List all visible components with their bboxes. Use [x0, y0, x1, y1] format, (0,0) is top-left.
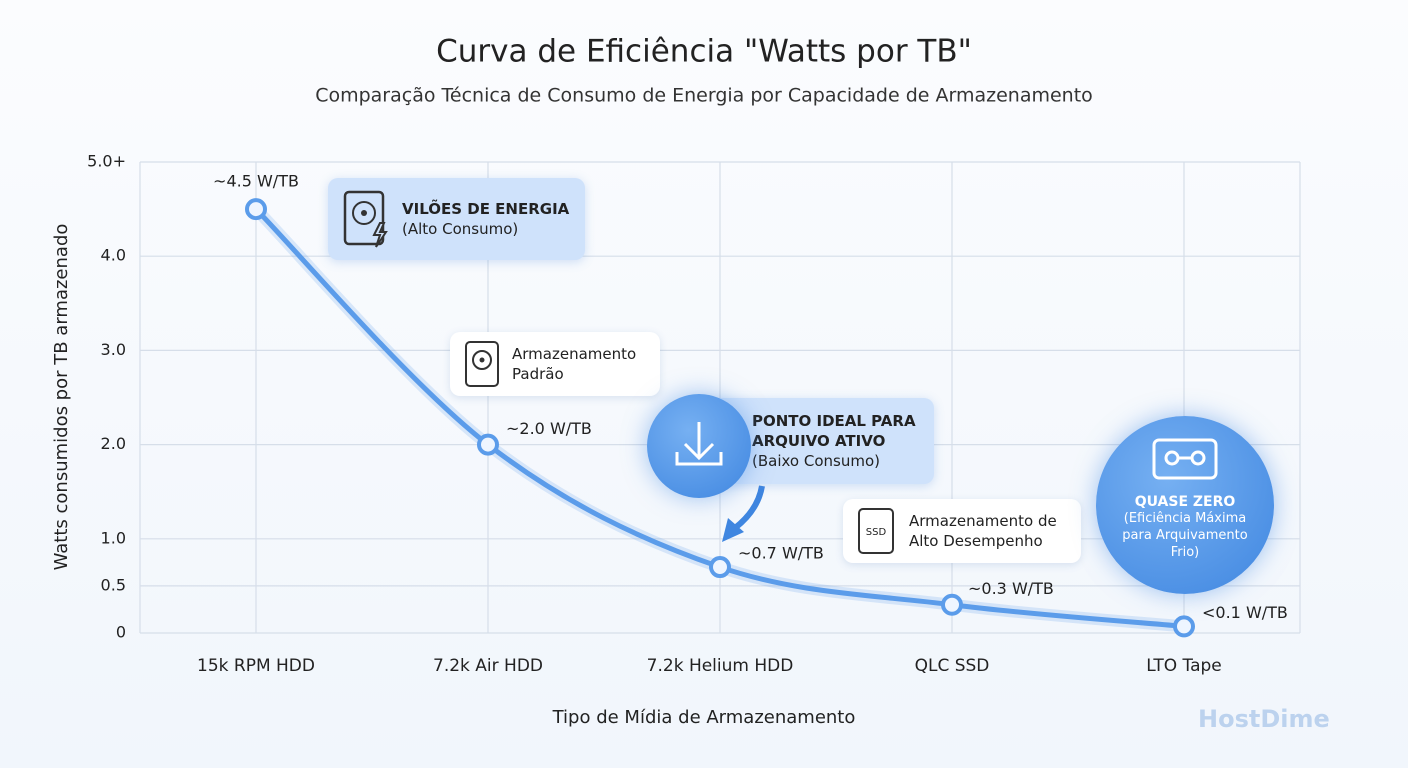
callout-text: Armazenamento de Alto Desempenho: [909, 511, 1057, 551]
callout-line: Armazenamento de: [909, 512, 1057, 530]
callout-title: ARQUIVO ATIVO: [752, 432, 886, 450]
point: [245, 198, 267, 221]
point: [1173, 615, 1195, 638]
chart-subtitle: Comparação Técnica de Consumo de Energia…: [315, 85, 1093, 107]
callout-sub: (Alto Consumo): [402, 220, 519, 238]
x-tick-label: 7.2k Air HDD: [433, 656, 543, 676]
value-label: ~4.5 W/TB: [213, 172, 299, 191]
x-tick-label: 7.2k Helium HDD: [647, 656, 794, 676]
callout-title: PONTO IDEAL PARA: [752, 412, 916, 430]
y-tick-label: 3.0: [101, 340, 126, 359]
y-tick-label: 1.0: [101, 528, 126, 547]
point: [477, 433, 499, 456]
callout-text: VILÕES DE ENERGIA (Alto Consumo): [402, 199, 569, 239]
value-label: ~0.7 W/TB: [738, 544, 824, 563]
arrow: [733, 485, 765, 531]
callout-text: PONTO IDEAL PARA ARQUIVO ATIVO (Baixo Cons…: [752, 411, 916, 471]
point: [941, 593, 963, 616]
callout-line: Padrão: [512, 365, 564, 383]
x-axis-label: Tipo de Mídia de Armazenamento: [552, 707, 856, 728]
callout-text: (Eficiência Máxima para Arquivamento Frio): [1096, 510, 1274, 561]
callout-line: Frio): [1170, 545, 1200, 560]
icon-label: SSD: [866, 527, 887, 538]
hdd-icon: [465, 341, 499, 387]
hdd-icon: [343, 190, 388, 248]
y-tick-label: 4.0: [101, 246, 126, 265]
logo: HostDime: [1198, 705, 1330, 733]
y-tick-label: 2.0: [101, 434, 126, 453]
arrow-head: [722, 518, 744, 542]
value-label: ~2.0 W/TB: [506, 419, 592, 438]
y-tick-label: 0: [116, 623, 126, 642]
callout-line: para Arquivamento: [1122, 528, 1248, 543]
callout-sub: (Baixo Consumo): [752, 452, 880, 470]
y-tick-label: 0.5: [101, 575, 126, 594]
callout-line: Alto Desempenho: [909, 532, 1043, 550]
callout-line: (Eficiência Máxima: [1123, 511, 1247, 526]
download-icon: [647, 394, 751, 498]
plot: ~4.5 W/TB ~2.0 W/TB ~0.7 W/TB ~0.3 W/TB <0.1…: [213, 172, 1288, 638]
value-label: <0.1 W/TB: [1202, 603, 1288, 622]
callout-text: Armazenamento Padrão: [512, 344, 636, 384]
callout: SSD Armazenamento de Alto Desempenho: [843, 499, 1081, 563]
tape-icon: [1152, 438, 1218, 480]
y-tick-label: 5.0+: [87, 152, 126, 171]
line: [254, 207, 1185, 629]
callout: VILÕES DE ENERGIA (Alto Consumo): [328, 178, 585, 260]
callout-circle: QUASE ZERO (Eficiência Máxima para Arquiv…: [1096, 416, 1274, 594]
icon: [675, 422, 723, 466]
callout: Armazenamento Padrão: [450, 332, 660, 396]
callout-title: QUASE ZERO: [1134, 494, 1236, 510]
x-tick-label: 15k RPM HDD: [197, 656, 315, 676]
x-tick-label: QLC SSD: [915, 656, 990, 676]
x-tick-label: LTO Tape: [1146, 656, 1222, 676]
callout-line: Armazenamento: [512, 345, 637, 363]
y-axis-label: Watts consumidos por TB armazenado: [51, 224, 72, 571]
ssd-icon: SSD: [858, 508, 894, 554]
value-label: ~0.3 W/TB: [968, 579, 1054, 598]
point: [709, 556, 731, 579]
chart-title: Curva de Eficiência "Watts por TB": [436, 34, 972, 70]
callout-title: VILÕES DE ENERGIA: [402, 200, 570, 218]
